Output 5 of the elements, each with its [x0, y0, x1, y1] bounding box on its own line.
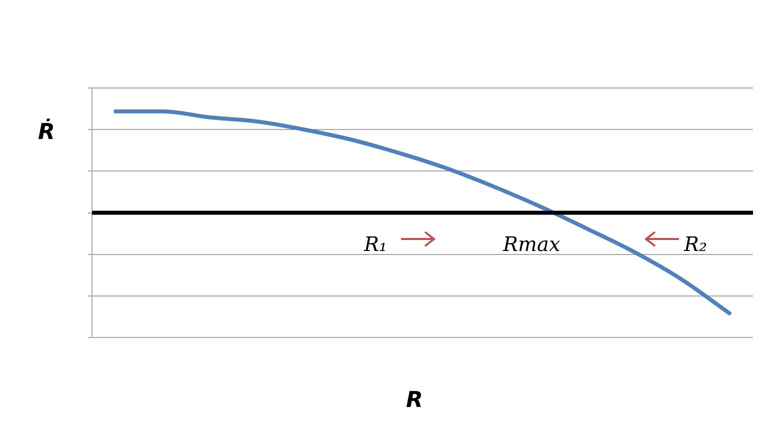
x-axis-title: R: [406, 388, 423, 413]
y-axis-title: Ṙ: [38, 120, 55, 145]
annotation: R₁: [364, 232, 388, 256]
annotation: R₂: [684, 232, 708, 256]
annotation: Rmax: [503, 232, 560, 256]
